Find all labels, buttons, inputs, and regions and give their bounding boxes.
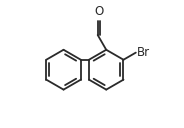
Text: Br: Br [137, 46, 150, 59]
Text: O: O [94, 5, 104, 18]
